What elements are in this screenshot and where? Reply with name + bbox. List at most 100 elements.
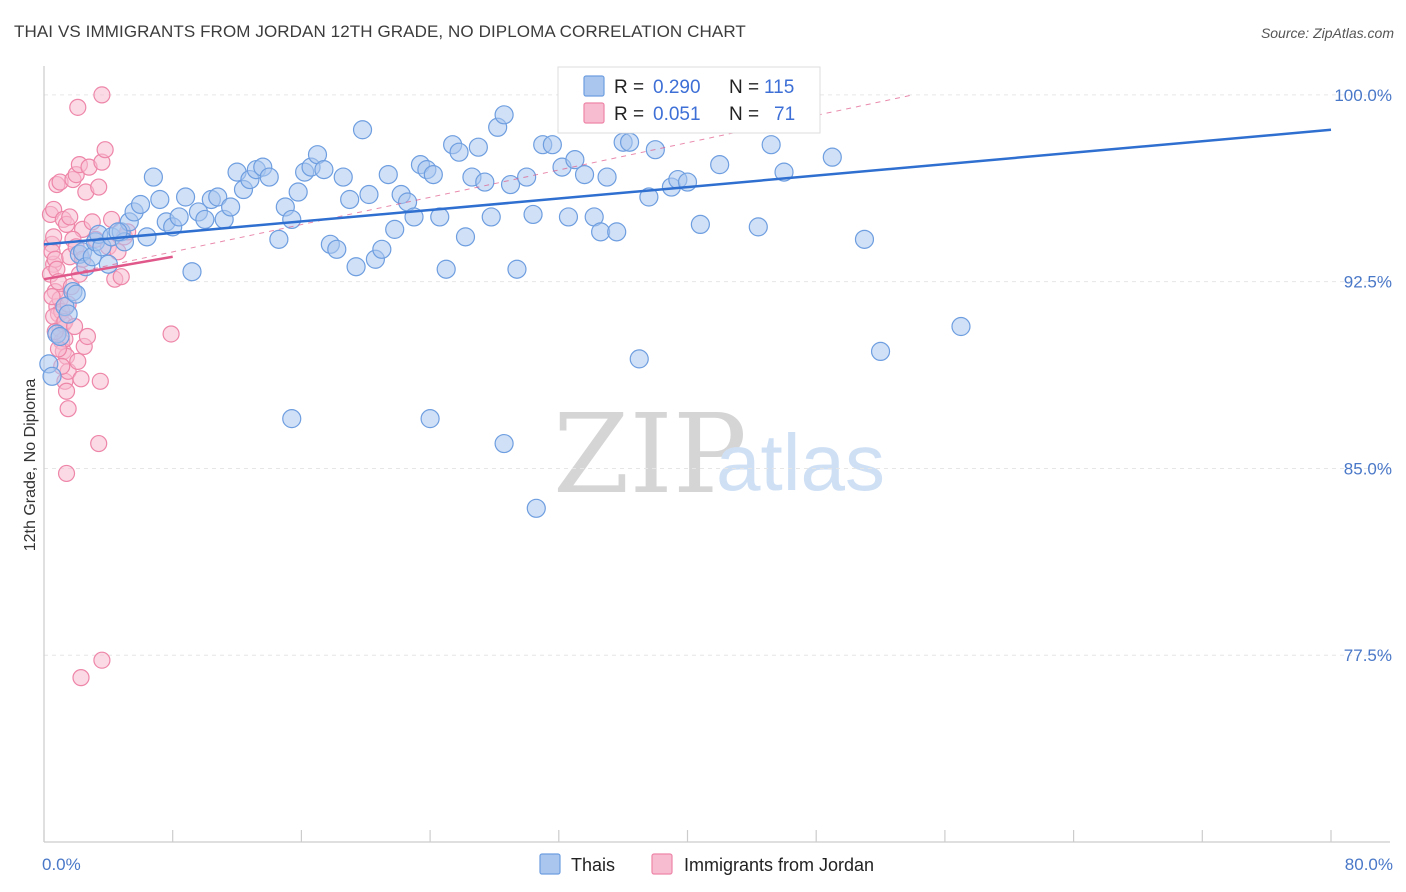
stats-jordan-n-value: 71 (774, 104, 795, 125)
jordan-point-73 (69, 98, 87, 116)
jordan-point-48 (43, 288, 61, 306)
jordan-point-66 (57, 464, 76, 483)
thai-point-33 (208, 187, 228, 207)
jordan-point-70 (72, 669, 90, 687)
jordan-point-14 (45, 228, 63, 246)
thai-point-23 (143, 167, 163, 187)
thai-point-70 (449, 142, 469, 162)
thai-point-41 (259, 167, 279, 187)
jordan-point-45 (112, 268, 130, 286)
thai-point-27 (169, 207, 189, 227)
legend-jordan-swatch (651, 853, 673, 875)
watermark-zip: ZIP (553, 390, 747, 518)
watermark-atlas: atlas (716, 418, 885, 507)
thai-point-51 (327, 239, 347, 259)
thai-point-113 (870, 341, 891, 362)
thai-point-115 (282, 409, 302, 429)
thai-point-28 (175, 187, 196, 207)
thai-point-83 (542, 135, 562, 155)
thai-point-93 (619, 132, 640, 152)
jordan-point-11 (59, 400, 77, 418)
jordan-point-68 (91, 372, 109, 390)
thai-point-74 (475, 172, 495, 192)
thai-point-86 (565, 150, 585, 170)
thai-point-53 (340, 189, 360, 210)
thai-point-116 (420, 409, 440, 429)
stats-jordan-r-label: R = (614, 104, 644, 125)
thai-point-66 (423, 164, 443, 185)
thai-point-31 (195, 209, 215, 230)
thai-point-87 (574, 164, 595, 185)
x-tick-label-0: 0.0% (42, 855, 81, 874)
thai-point-78 (500, 174, 521, 195)
source-credit: Source: ZipAtlas.com (1260, 25, 1394, 41)
jordan-point-69 (93, 651, 111, 669)
thai-point-112 (854, 229, 875, 249)
thai-point-111 (822, 147, 842, 167)
thai-point-91 (607, 222, 627, 242)
stats-jordan-r-value: 0.051 (653, 104, 701, 125)
thai-point-75 (481, 207, 501, 227)
watermark: ZIP atlas (553, 390, 885, 518)
y-tick-labels: 77.5% 85.0% 92.5% 100.0% (1334, 86, 1392, 665)
y-tick-label-2: 92.5% (1344, 273, 1392, 292)
thai-point-95 (639, 187, 659, 207)
legend-thai-swatch (539, 853, 561, 875)
x-tick-label-1: 80.0% (1345, 855, 1393, 874)
stats-thai-swatch (583, 75, 605, 97)
thai-point-21 (130, 194, 151, 215)
thai-point-107 (761, 135, 781, 155)
thai-point-7 (66, 284, 86, 304)
jordan-trend-line (43, 255, 173, 281)
thai-point-59 (378, 164, 398, 185)
jordan-point-40 (96, 141, 114, 159)
thai-point-79 (507, 259, 527, 279)
legend-thai-label: Thais (571, 855, 615, 875)
y-tick-label-0: 77.5% (1344, 646, 1392, 665)
jordan-point-67 (90, 434, 108, 453)
thai-point-71 (455, 227, 476, 247)
y-axis-label: 12th Grade, No Diploma (22, 379, 39, 552)
thai-point-29 (182, 262, 202, 282)
thai-point-56 (359, 184, 379, 205)
stats-jordan-n-label: N = (729, 104, 759, 125)
thai-point-3 (50, 326, 70, 347)
chart-title: THAI VS IMMIGRANTS FROM JORDAN 12TH GRAD… (14, 22, 746, 41)
thai-point-42 (269, 229, 289, 249)
jordan-point-57 (69, 352, 87, 370)
thai-point-1 (42, 366, 62, 386)
thai-point-101 (690, 214, 710, 234)
thai-point-106 (748, 217, 768, 237)
axes (43, 66, 1390, 843)
thai-points (39, 85, 971, 518)
stats-thai-n-label: N = (729, 77, 759, 98)
thai-point-81 (523, 204, 543, 225)
stats-jordan-swatch (583, 102, 605, 124)
thai-point-77 (494, 105, 514, 125)
thai-point-35 (221, 197, 241, 217)
thai-point-44 (282, 209, 302, 230)
jordan-point-38 (90, 178, 108, 196)
jordan-point-29 (61, 208, 79, 226)
thai-point-5 (58, 304, 78, 324)
y-tick-label-3: 100.0% (1334, 86, 1392, 105)
thai-point-94 (629, 349, 649, 369)
stats-legend-box: R = 0.290 N = 115 R = 0.051 N = 71 (557, 66, 821, 134)
stats-thai-r-value: 0.290 (653, 77, 701, 98)
thai-point-52 (333, 167, 353, 187)
thai-point-103 (710, 155, 730, 175)
bottom-legend: Thais Immigrants from Jordan (539, 853, 874, 875)
thai-point-45 (288, 182, 308, 202)
thai-point-117 (494, 433, 514, 454)
thai-point-73 (468, 137, 488, 157)
legend-jordan-label: Immigrants from Jordan (684, 855, 874, 875)
thai-point-55 (352, 120, 373, 140)
jordan-points (41, 86, 180, 687)
jordan-point-72 (93, 86, 111, 104)
thai-point-114 (951, 316, 971, 337)
thai-point-108 (774, 162, 794, 182)
thai-point-58 (372, 239, 392, 259)
x-tick-labels: 0.0% 80.0% (42, 855, 1393, 874)
thai-point-24 (150, 189, 170, 210)
